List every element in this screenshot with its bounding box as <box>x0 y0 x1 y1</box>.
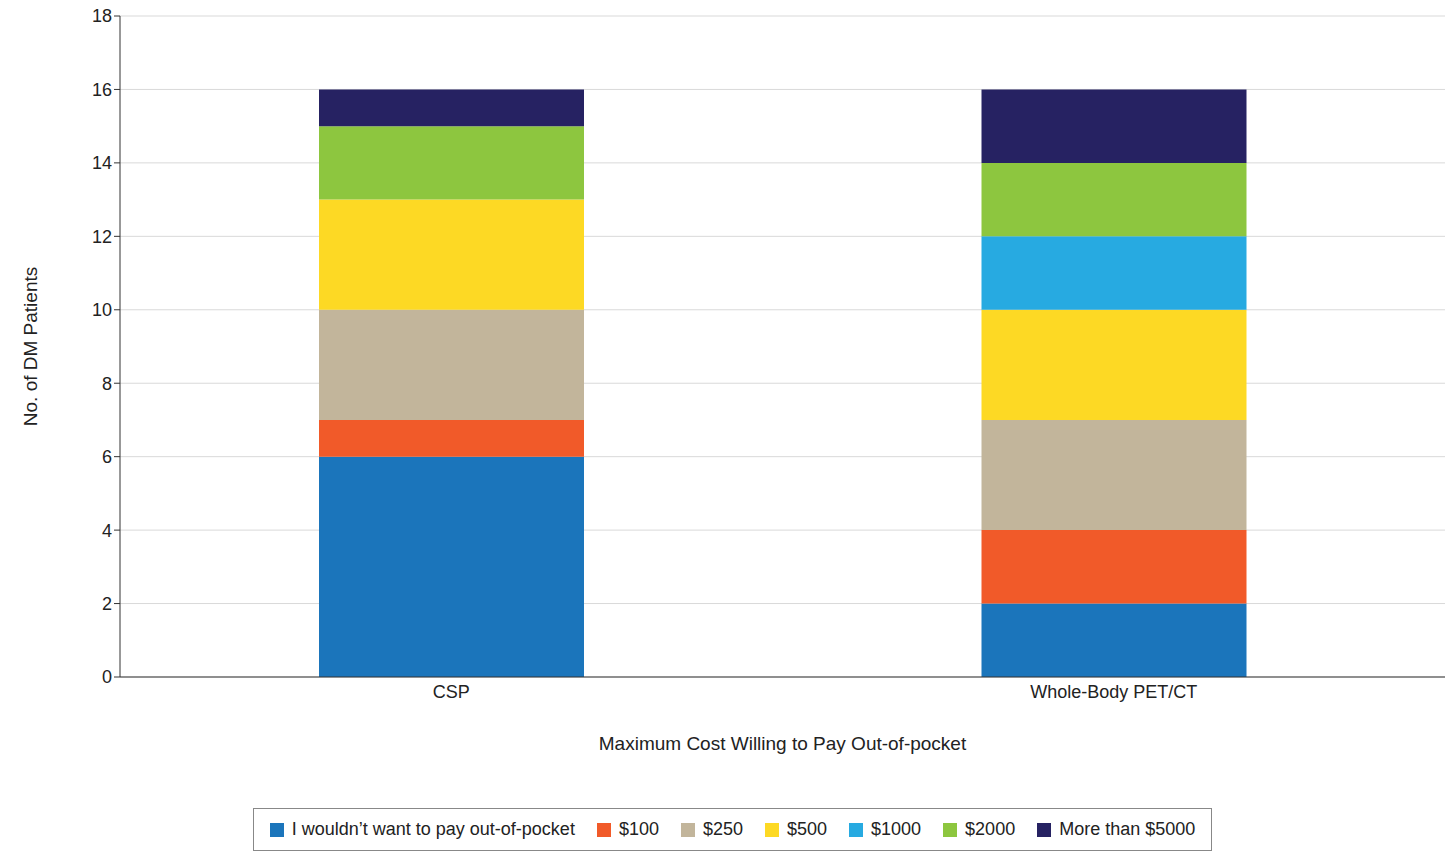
svg-text:0: 0 <box>102 667 112 687</box>
svg-text:14: 14 <box>92 153 112 173</box>
html-text:$100: $100 <box>618 819 659 839</box>
html-text:$250: $250 <box>702 819 743 839</box>
svg-text:2: 2 <box>102 594 112 614</box>
svg-text:4: 4 <box>102 521 112 541</box>
html-text:$1000: $1000 <box>871 819 922 839</box>
html-text:$500: $500 <box>787 819 827 839</box>
svg-text:8: 8 <box>102 374 112 394</box>
svg-text:16: 16 <box>92 80 112 100</box>
svg-text:Whole-Body PET/CT: Whole-Body PET/CT <box>1030 682 1197 702</box>
svg-text:18: 18 <box>92 8 112 26</box>
html-text:$2000: $2000 <box>965 819 1016 839</box>
svg-text:12: 12 <box>92 227 112 247</box>
svg-text:Maximum Cost Willing to Pay Ou: Maximum Cost Willing to Pay Out-of-pocke… <box>599 733 967 754</box>
svg-text:10: 10 <box>92 300 112 320</box>
svg-text:No. of DM Patients: No. of DM Patients <box>20 267 41 426</box>
html-text:I wouldn’t want to pay out-of-: I wouldn’t want to pay out-of-pocket <box>291 819 575 839</box>
svg-text:CSP: CSP <box>433 682 470 702</box>
svg-text:6: 6 <box>102 447 112 467</box>
html-text:More than $5000: More than $5000 <box>1059 819 1196 839</box>
